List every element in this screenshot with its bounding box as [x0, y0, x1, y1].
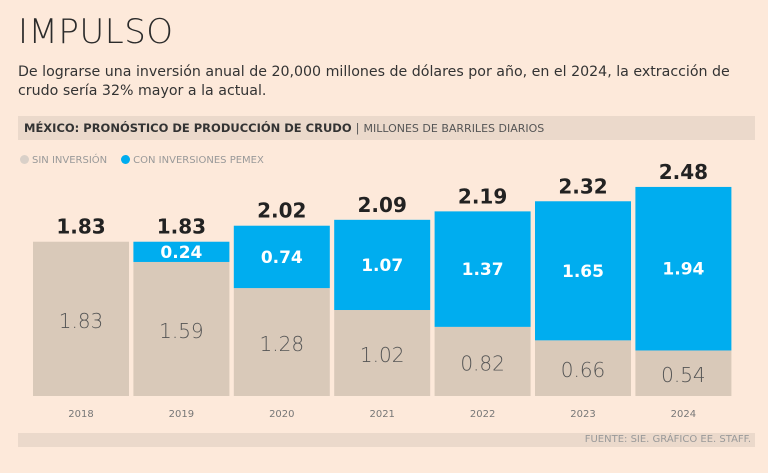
- bar-sin-inversion: [535, 340, 631, 396]
- legend-dot-icon: [20, 155, 29, 164]
- bar-sin-inversion: [434, 326, 531, 396]
- bar-total-label: 1.83: [56, 215, 105, 239]
- x-tick-label: 2022: [470, 409, 495, 420]
- bar-sin-inversion: [133, 261, 230, 396]
- bar-sin-inversion: [635, 350, 732, 396]
- bar-total-label: 2.32: [558, 174, 607, 198]
- bar-label-sin-inversion: 1.02: [360, 343, 405, 367]
- bar-label-sin-inversion: 1.59: [159, 319, 204, 343]
- bar-con-inversiones: [434, 211, 531, 327]
- chart-title: MÉXICO: PRONÓSTICO DE PRODUCCIÓN DE CRUD…: [24, 121, 352, 135]
- bar-label-con-inversiones: 1.07: [361, 256, 403, 276]
- legend: SIN INVERSIÓN CON INVERSIONES PEMEX: [20, 155, 264, 166]
- bar-label-sin-inversion: 0.66: [561, 358, 606, 382]
- source-bar: FUENTE: SIE. GRÁFICO EE. STAFF.: [18, 433, 755, 447]
- x-tick-label: 2021: [369, 409, 394, 420]
- bar-label-sin-inversion: 0.82: [460, 351, 505, 375]
- x-tick-label: 2024: [671, 409, 696, 420]
- legend-dot-icon: [121, 155, 131, 164]
- x-tick-label: 2020: [269, 409, 294, 420]
- bar-con-inversiones: [133, 241, 230, 262]
- bar-label-con-inversiones: 0.74: [261, 248, 303, 268]
- bar-label-con-inversiones: 1.65: [562, 262, 604, 282]
- bar-total-label: 2.48: [659, 160, 708, 184]
- chart-unit: MILLONES DE BARRILES DIARIOS: [363, 122, 545, 135]
- bar-con-inversiones: [535, 201, 631, 341]
- source-note: FUENTE: SIE. GRÁFICO EE. STAFF.: [584, 434, 751, 445]
- x-tick-label: 2018: [68, 409, 93, 420]
- bar-total-label: 2.19: [458, 184, 507, 208]
- bar-total-label: 2.09: [358, 193, 407, 217]
- bar-sin-inversion: [334, 310, 431, 396]
- bar-total-label: 1.83: [157, 215, 206, 239]
- bar-con-inversiones: [635, 186, 732, 351]
- bar-label-con-inversiones: 1.94: [662, 260, 704, 280]
- legend-item-sin-inversion: SIN INVERSIÓN: [20, 155, 107, 166]
- bar-con-inversiones: [233, 225, 330, 289]
- legend-item-con-inversiones: CON INVERSIONES PEMEX: [121, 155, 264, 166]
- x-tick-label: 2023: [570, 409, 595, 420]
- bar-sin-inversion: [33, 241, 129, 396]
- bar-con-inversiones: [334, 219, 431, 311]
- page-title: IMPULSO: [18, 12, 174, 52]
- x-tick-label: 2019: [169, 409, 194, 420]
- bar-label-con-inversiones: 1.37: [462, 260, 504, 280]
- bar-label-sin-inversion: 1.83: [59, 309, 104, 333]
- bar-label-con-inversiones: 0.24: [160, 243, 202, 263]
- chart-header: MÉXICO: PRONÓSTICO DE PRODUCCIÓN DE CRUD…: [18, 116, 755, 140]
- bar-sin-inversion: [233, 288, 330, 396]
- bar-label-sin-inversion: 0.54: [661, 363, 706, 387]
- subtitle: De lograrse una inversión anual de 20,00…: [18, 64, 730, 99]
- bar-label-sin-inversion: 1.28: [260, 332, 305, 356]
- bar-total-label: 2.02: [257, 199, 306, 223]
